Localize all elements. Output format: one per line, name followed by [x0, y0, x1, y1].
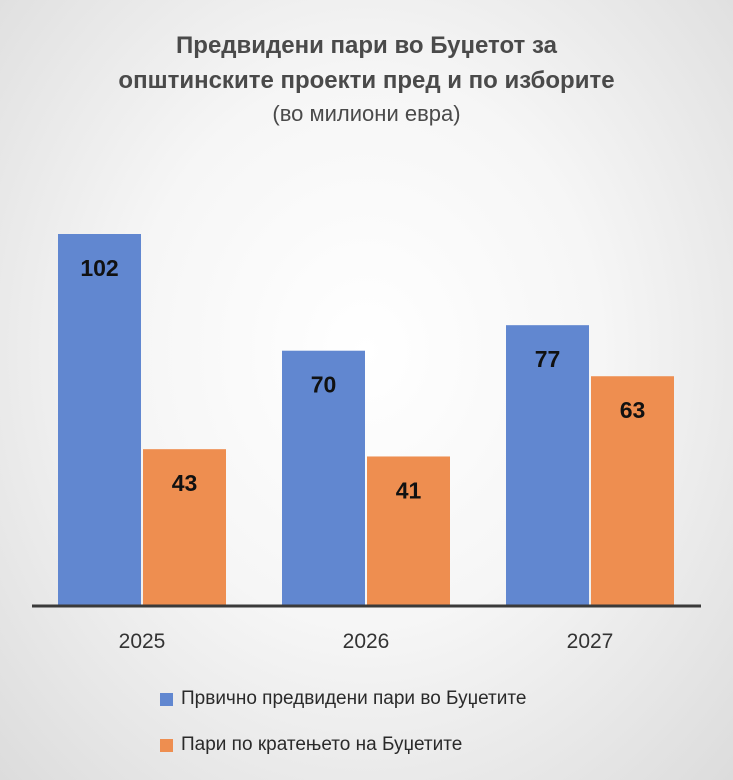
bar-chart: 102 43 2025 70 41 2026 77 63 2027: [32, 234, 701, 653]
x-tick-label-2026: 2026: [343, 630, 390, 653]
data-label-2027-series-1: 77: [535, 346, 561, 372]
legend-item-initial: Првично предвидени пари во Буџетите: [160, 686, 526, 712]
bar-2025-series-2: [143, 449, 226, 606]
x-tick-label-2025: 2025: [119, 630, 166, 653]
chart-title-line-2: општинските проекти пред и по изборите: [118, 67, 615, 94]
legend-label-cut: Пари по кратењето на Буџетите: [181, 734, 463, 755]
chart-title-block: Предвидени пари во Буџетот за општинскит…: [0, 28, 733, 130]
data-label-2027-series-2: 63: [620, 397, 646, 423]
bar-2027-series-1: [506, 325, 589, 606]
chart-title-line-1: Предвидени пари во Буџетот за: [176, 32, 557, 59]
x-tick-label-2027: 2027: [567, 630, 614, 653]
data-label-2026-series-2: 41: [396, 477, 422, 503]
chart-subtitle: (во милиони евра): [272, 101, 461, 126]
legend-label-initial: Првично предвидени пари во Буџетите: [181, 688, 527, 709]
bar-2025-series-1: [58, 234, 141, 606]
legend-item-cut: Пари по кратењето на Буџетите: [160, 732, 526, 758]
legend-swatch-initial: [160, 692, 173, 706]
bar-2026-series-1: [282, 350, 365, 606]
data-label-2025-series-2: 43: [172, 470, 198, 496]
legend-swatch-cut: [160, 738, 173, 752]
legend: Првично предвидени пари во Буџетите Пари…: [160, 686, 526, 778]
bar-2027-series-2: [591, 376, 674, 606]
data-label-2025-series-1: 102: [80, 255, 118, 281]
bar-2026-series-2: [367, 456, 450, 606]
data-label-2026-series-1: 70: [311, 372, 337, 398]
